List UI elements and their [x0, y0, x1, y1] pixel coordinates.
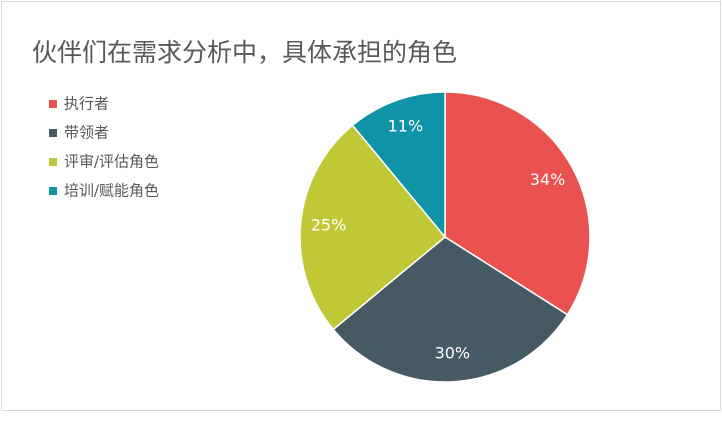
pie-slice	[299, 124, 447, 331]
pie-slice	[444, 91, 591, 316]
legend-label: 执行者	[64, 95, 109, 113]
data-label: 11%	[388, 116, 424, 135]
data-label: 25%	[311, 215, 347, 234]
legend-swatch	[49, 129, 57, 137]
data-label: 30%	[435, 343, 471, 362]
legend-swatch	[49, 158, 57, 166]
pie-slice	[351, 91, 446, 240]
legend-label: 评审/评估角色	[64, 153, 159, 171]
legend-label: 培训/赋能角色	[64, 182, 159, 200]
legend-swatch	[49, 187, 57, 195]
legend-label: 带领者	[64, 124, 109, 142]
legend-swatch	[49, 100, 57, 108]
chart-title: 伙伴们在需求分析中，具体承担的角色	[32, 38, 457, 67]
pie-slice	[332, 236, 569, 383]
data-label: 34%	[530, 170, 566, 189]
